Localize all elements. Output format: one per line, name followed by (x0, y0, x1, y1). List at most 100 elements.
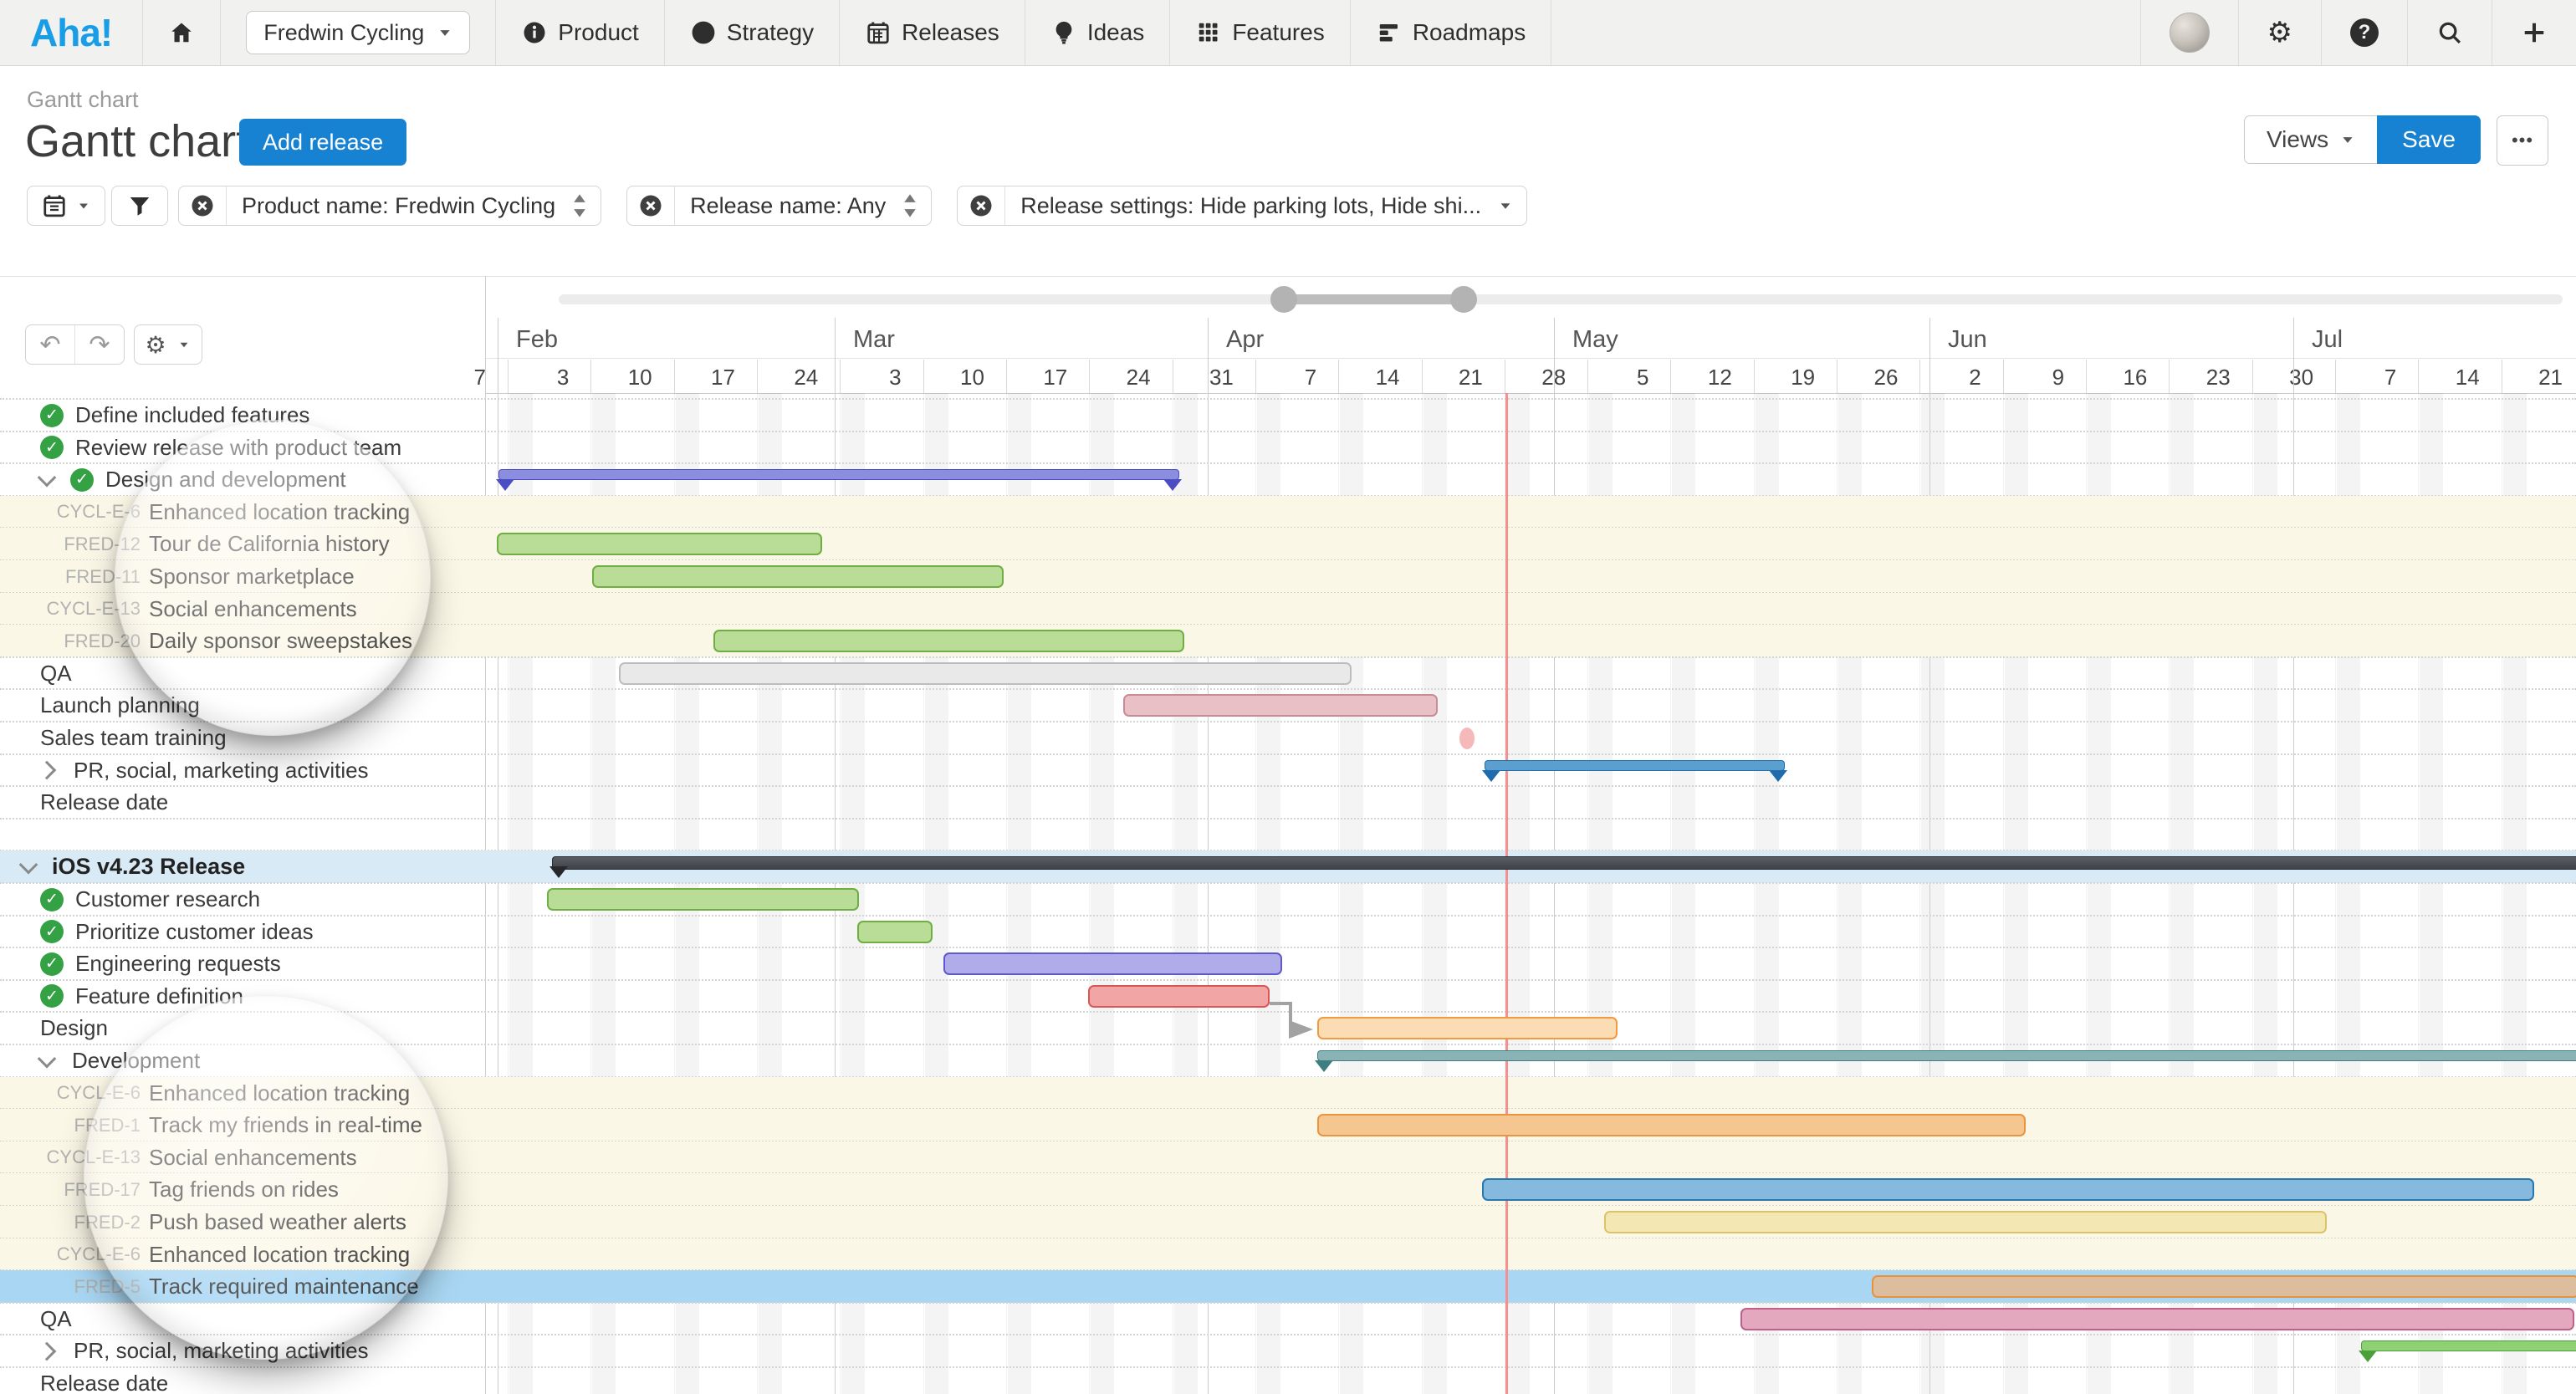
date-range-button[interactable] (27, 186, 105, 226)
task-row[interactable]: Release date (40, 789, 169, 815)
remove-filter-icon[interactable] (627, 186, 676, 225)
task-row[interactable]: FRED-12 Tour de California history (17, 528, 389, 560)
week-gridline (1005, 393, 1007, 1394)
task-row[interactable]: Release date (40, 1371, 169, 1394)
phase-summary-bar[interactable] (1485, 759, 1785, 771)
task-row[interactable]: PR, social, marketing activities (37, 1335, 369, 1367)
timeline-zoom-range[interactable] (1284, 294, 1464, 304)
slider-handle[interactable] (1270, 286, 1297, 313)
task-row[interactable]: iOS v4.23 Release (18, 850, 245, 883)
gantt-bar[interactable] (1123, 694, 1438, 717)
task-row[interactable]: ✓ Define included features (40, 399, 309, 431)
phase-summary-bar[interactable] (498, 469, 1179, 481)
aha-logo[interactable]: Aha! (0, 0, 144, 65)
filter-button[interactable] (111, 186, 168, 226)
chevron-down-icon[interactable] (18, 855, 38, 875)
task-row[interactable]: ✓ Feature definition (40, 980, 243, 1013)
gantt-milestone-dot[interactable] (1459, 728, 1475, 749)
chevron-right-icon[interactable] (37, 1341, 57, 1361)
slider-handle[interactable] (1450, 286, 1477, 313)
gear-button[interactable]: ⚙ (2239, 0, 2322, 65)
check-icon: ✓ (40, 984, 64, 1008)
check-icon: ✓ (40, 887, 64, 911)
task-row[interactable]: ✓ Prioritize customer ideas (40, 916, 314, 948)
task-row[interactable]: FRED-20 Daily sponsor sweepstakes (17, 625, 412, 657)
task-row[interactable]: CYCL-E-13 Social enhancements (17, 593, 357, 626)
task-row[interactable]: FRED-5 Track required maintenance (17, 1270, 419, 1303)
filter-chip[interactable]: Release name: Any (626, 186, 933, 226)
gantt-bar[interactable] (1604, 1211, 2327, 1233)
remove-filter-icon[interactable] (958, 186, 1006, 225)
save-button[interactable]: Save (2377, 115, 2481, 164)
more-button[interactable]: ••• (2497, 115, 2548, 166)
task-row[interactable]: FRED-2 Push based weather alerts (17, 1206, 406, 1238)
phase-summary-bar[interactable] (2361, 1340, 2576, 1352)
task-row[interactable]: CYCL-E-6 Enhanced location tracking (17, 1077, 410, 1110)
task-row[interactable]: Sales team training (40, 725, 227, 750)
week-tick-label: 7 (1304, 365, 1317, 390)
page-title: Gantt chart (25, 116, 249, 166)
nav-item-features[interactable]: Features (1170, 0, 1351, 65)
nav-item-roadmaps[interactable]: Roadmaps (1351, 0, 1552, 65)
chevron-down-icon (2343, 136, 2353, 143)
avatar-button[interactable] (2141, 0, 2239, 65)
gantt-bar[interactable] (1872, 1275, 2576, 1299)
filter-chip[interactable]: Product name: Fredwin Cycling (178, 186, 602, 226)
task-row[interactable]: FRED-11 Sponsor marketplace (17, 560, 355, 593)
gantt-bar[interactable] (1740, 1307, 2574, 1330)
month-label: Feb (516, 326, 558, 353)
gantt-bar[interactable] (547, 888, 859, 911)
task-row[interactable]: QA (40, 1305, 72, 1331)
task-row[interactable]: PR, social, marketing activities (37, 754, 369, 787)
gantt-bar[interactable] (857, 920, 933, 943)
task-row[interactable]: ✓ Engineering requests (40, 947, 281, 980)
undo-button[interactable]: ↶ (26, 325, 75, 364)
settings-dropdown[interactable]: ⚙ (134, 324, 202, 365)
summary-arrow-icon (1482, 769, 1500, 782)
task-row[interactable]: CYCL-E-13 Social enhancements (17, 1141, 357, 1174)
gantt-bar[interactable] (497, 533, 822, 556)
nav-item-product[interactable]: Product (496, 0, 665, 65)
task-row[interactable]: Development (37, 1044, 200, 1077)
task-row[interactable]: ✓ Customer research (40, 883, 260, 916)
nav-item-releases[interactable]: Releases (840, 0, 1025, 65)
task-row[interactable]: ✓ Review release with product team (40, 431, 401, 464)
week-gridline (1670, 393, 1672, 1394)
gantt-bar[interactable] (619, 661, 1352, 685)
gantt-bar[interactable] (1317, 1114, 2026, 1137)
task-row[interactable]: FRED-1 Track my friends in real-time (17, 1109, 422, 1141)
task-row[interactable]: QA (40, 660, 72, 686)
search-button[interactable] (2408, 0, 2492, 65)
gantt-bar[interactable] (713, 630, 1184, 653)
task-row[interactable]: ✓ Design and development (37, 463, 346, 496)
task-row[interactable]: CYCL-E-6 Enhanced location tracking (17, 496, 410, 528)
chevron-down-icon[interactable] (37, 467, 57, 488)
week-tick-label: 14 (2455, 365, 2480, 390)
help-button[interactable]: ? (2322, 0, 2408, 65)
release-summary-bar[interactable] (552, 856, 2576, 871)
filter-chip[interactable]: Release settings: Hide parking lots, Hid… (957, 186, 1528, 226)
plus-button[interactable] (2492, 0, 2576, 65)
remove-filter-icon[interactable] (179, 186, 227, 225)
task-row[interactable]: Launch planning (40, 692, 200, 718)
views-dropdown[interactable]: Views (2243, 115, 2378, 164)
week-tick-label: 24 (794, 365, 819, 390)
task-row[interactable]: Design (40, 1015, 108, 1041)
add-release-button[interactable]: Add release (239, 119, 407, 166)
timeline-zoom-track[interactable] (559, 294, 2563, 304)
product-selector[interactable]: Fredwin Cycling (221, 0, 497, 65)
gantt-bar[interactable] (1482, 1178, 2534, 1202)
gantt-bar[interactable] (943, 952, 1282, 976)
nav-item-strategy[interactable]: Strategy (665, 0, 841, 65)
chevron-down-icon[interactable] (37, 1049, 57, 1068)
home-button[interactable] (143, 0, 222, 65)
chevron-right-icon[interactable] (37, 760, 57, 780)
nav-item-ideas[interactable]: Ideas (1025, 0, 1171, 65)
task-row[interactable]: CYCL-E-6 Enhanced location tracking (17, 1238, 410, 1271)
gantt-bar[interactable] (1317, 1017, 1618, 1040)
redo-button[interactable]: ↷ (89, 330, 110, 359)
gantt-bar[interactable] (592, 565, 1004, 588)
task-row[interactable]: FRED-17 Tag friends on rides (17, 1173, 339, 1206)
phase-summary-bar[interactable] (1317, 1050, 2576, 1061)
gantt-bar[interactable] (1088, 984, 1270, 1008)
